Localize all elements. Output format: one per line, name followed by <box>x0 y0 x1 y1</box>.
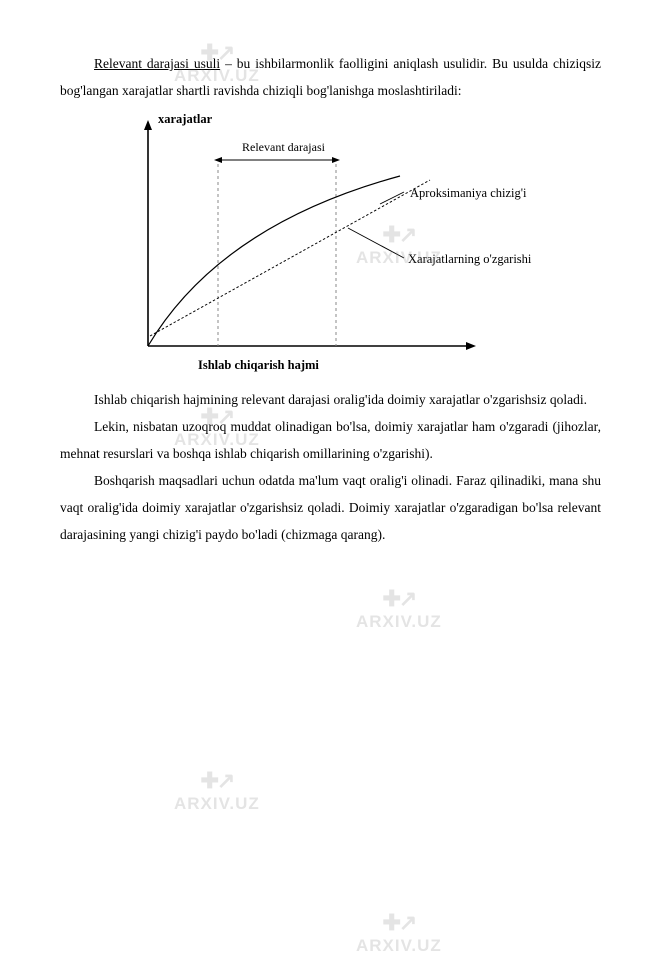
pointer-costchange <box>348 228 404 258</box>
span-arrow-right-icon <box>332 157 340 163</box>
page: Relevant darajasi usuli – bu ishbilarmon… <box>0 0 661 935</box>
relevant-chart: xarajatlar Relevant darajasi Aproksimani… <box>100 110 540 380</box>
p1-lead-underline: Relevant darajasi usuli <box>94 56 220 71</box>
x-axis-arrow-icon <box>466 342 476 350</box>
chart-svg <box>100 110 540 380</box>
y-axis-arrow-icon <box>144 120 152 130</box>
watermark-text: ARXIV.UZ <box>356 936 442 956</box>
paragraph-3: Lekin, nisbatan uzoqroq muddat olinadiga… <box>60 413 601 467</box>
paragraph-4: Boshqarish maqsadlari uchun odatda ma'lu… <box>60 467 601 548</box>
paragraph-1: Relevant darajasi usuli – bu ishbilarmon… <box>60 50 601 104</box>
span-arrow-left-icon <box>214 157 222 163</box>
cost-curve <box>148 176 400 346</box>
approx-line <box>150 180 430 336</box>
paragraph-2: Ishlab chiqarish hajmining relevant dara… <box>60 386 601 413</box>
pointer-approx <box>380 192 404 204</box>
